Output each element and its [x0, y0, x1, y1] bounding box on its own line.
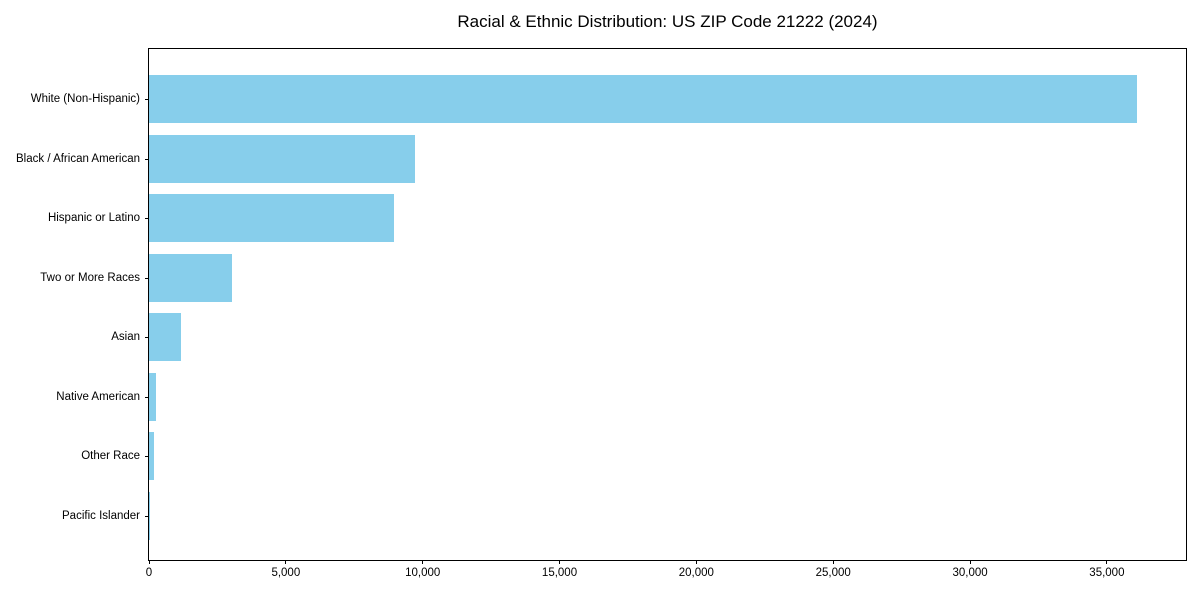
x-tick-mark [148, 560, 150, 564]
y-axis-label: Hispanic or Latino [47, 212, 140, 225]
x-tick-label: 15,000 [541, 567, 578, 579]
x-tick-mark [969, 560, 971, 564]
plot-area: White (Non-Hispanic) Black / African Amer… [16, 48, 1187, 579]
x-tick-mark [422, 560, 424, 564]
x-tick-mark [695, 560, 697, 564]
bar [149, 253, 232, 302]
y-tick-mark [145, 99, 149, 100]
y-tick-mark [145, 515, 149, 517]
y-axis-label: Pacific Islander [62, 509, 140, 522]
y-tick-mark [145, 158, 149, 160]
y-axis-label: White (Non-Hispanic) [30, 93, 140, 105]
y-tick-mark [145, 218, 149, 220]
bar [149, 313, 182, 362]
x-tick-mark [1106, 560, 1108, 564]
y-tick-mark [145, 277, 149, 279]
x-tick-label: 10,000 [405, 567, 441, 579]
y-axis-label: Asian [111, 331, 140, 344]
y-axis-label: Two or More Races [40, 271, 140, 284]
bar [149, 432, 154, 481]
x-tick-label: 25,000 [815, 567, 851, 579]
x-tick-mark [832, 560, 834, 564]
bar [149, 75, 1137, 123]
x-tick-label: 5,000 [271, 567, 301, 579]
x-tick-label: 0 [145, 567, 153, 579]
y-axis-label: Black / African American [16, 152, 140, 165]
y-tick-mark [145, 337, 149, 339]
x-tick-label: 30,000 [952, 567, 988, 579]
x-tick-mark [285, 560, 287, 564]
y-axis-label: Other Race [81, 450, 140, 463]
y-axis-label: Native American [56, 390, 140, 403]
x-tick-mark [559, 560, 561, 564]
chart-title: Racial & Ethnic Distribution: US ZIP Cod… [457, 12, 878, 31]
bar [149, 491, 150, 540]
x-tick-label: 35,000 [1089, 567, 1125, 579]
x-tick-label: 20,000 [678, 567, 714, 579]
bar [149, 194, 394, 243]
y-tick-mark [145, 396, 149, 398]
bar [149, 134, 416, 183]
bar [149, 372, 157, 421]
y-tick-mark [145, 456, 149, 458]
